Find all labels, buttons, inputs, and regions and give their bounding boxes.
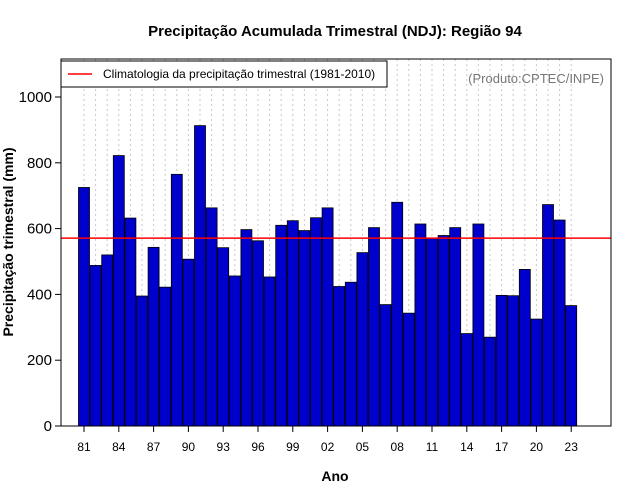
legend: Climatologia da precipitação trimestral … xyxy=(60,60,388,88)
x-tick-label-17: 17 xyxy=(495,440,509,454)
bar-81 xyxy=(78,187,90,427)
bar-90 xyxy=(182,258,195,427)
x-tick-label-96: 96 xyxy=(251,440,265,454)
bar-93 xyxy=(217,247,230,427)
x-axis-title: Ano xyxy=(321,468,348,484)
bar-04 xyxy=(344,281,357,427)
x-tick-label-87: 87 xyxy=(147,440,161,454)
bar-94 xyxy=(228,275,241,427)
bar-96 xyxy=(252,240,264,427)
bar-23 xyxy=(565,305,578,427)
x-tick-label-81: 81 xyxy=(77,440,91,454)
bar-18 xyxy=(507,295,520,427)
x-tick-label-20: 20 xyxy=(530,440,544,454)
x-tick-label-05: 05 xyxy=(356,440,370,454)
bar-08 xyxy=(391,201,404,427)
bar-88 xyxy=(159,286,172,427)
bars xyxy=(78,125,578,427)
bar-91 xyxy=(194,125,206,427)
bar-84 xyxy=(112,155,125,427)
bar-10 xyxy=(414,223,427,427)
x-tick-label-99: 99 xyxy=(286,440,300,454)
y-tick-label-200: 200 xyxy=(27,352,52,369)
bar-00 xyxy=(298,230,311,427)
bar-92 xyxy=(205,207,218,427)
bar-19 xyxy=(518,268,531,427)
x-tick-label-84: 84 xyxy=(112,440,126,454)
bar-16 xyxy=(484,336,496,427)
y-axis: 0 200 400 600 800 1000 xyxy=(19,89,61,435)
bar-89 xyxy=(170,173,183,427)
bar-15 xyxy=(472,223,485,427)
x-tick-label-14: 14 xyxy=(460,440,474,454)
bar-95 xyxy=(240,229,253,427)
y-tick-label-600: 600 xyxy=(27,221,52,238)
bar-82 xyxy=(89,265,102,427)
x-tick-label-90: 90 xyxy=(182,440,196,454)
y-axis-title: Precipitação trimestral (mm) xyxy=(0,147,16,336)
bar-87 xyxy=(147,246,160,427)
y-tick-label-400: 400 xyxy=(27,286,52,303)
bar-85 xyxy=(124,217,137,427)
x-tick-label-02: 02 xyxy=(321,440,335,454)
bar-09 xyxy=(402,312,415,427)
bar-05 xyxy=(356,252,369,427)
bar-07 xyxy=(379,304,392,427)
product-credit: (Produto:CPTEC/INPE) xyxy=(468,71,604,86)
bar-12 xyxy=(437,235,450,427)
bar-99 xyxy=(286,220,299,427)
bar-03 xyxy=(333,286,346,427)
legend-label: Climatologia da precipitação trimestral … xyxy=(103,67,375,81)
y-tick-label-800: 800 xyxy=(27,155,52,172)
bar-06 xyxy=(368,227,380,427)
y-tick-label-1000: 1000 xyxy=(19,89,52,106)
bar-01 xyxy=(310,217,322,427)
legend-box xyxy=(60,60,388,88)
x-tick-label-23: 23 xyxy=(565,440,579,454)
bar-17 xyxy=(495,294,508,427)
bar-11 xyxy=(426,237,438,427)
bar-14 xyxy=(460,333,473,427)
bar-97 xyxy=(263,276,276,427)
plot-frame xyxy=(60,58,612,427)
bar-86 xyxy=(136,295,148,427)
x-tick-label-93: 93 xyxy=(217,440,231,454)
bar-22 xyxy=(553,219,566,427)
bar-83 xyxy=(101,254,114,427)
bar-13 xyxy=(449,227,462,427)
bar-98 xyxy=(275,224,288,427)
x-tick-label-08: 08 xyxy=(391,440,405,454)
y-tick-label-0: 0 xyxy=(44,418,52,435)
x-axis: 81 84 87 90 93 96 99 02 05 08 11 14 17 20 23 xyxy=(77,426,578,454)
bar-20 xyxy=(530,318,543,427)
chart-title: Precipitação Acumulada Trimestral (NDJ):… xyxy=(148,23,522,40)
x-tick-label-11: 11 xyxy=(426,440,439,454)
bar-02 xyxy=(321,207,334,427)
